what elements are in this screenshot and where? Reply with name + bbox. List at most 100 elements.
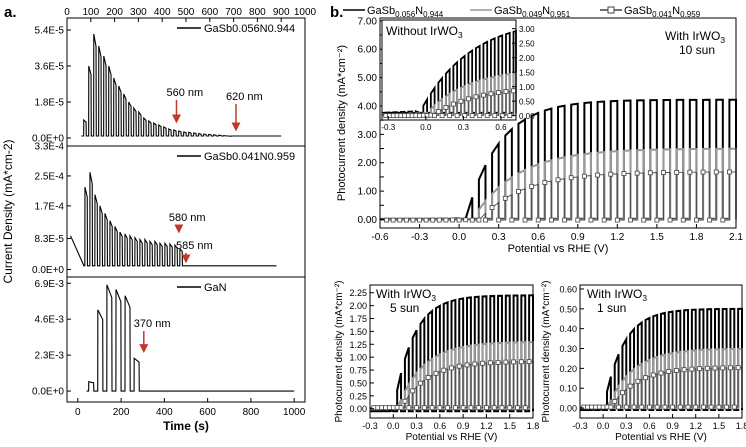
- y-tick-label: 2.25: [349, 288, 367, 298]
- data-marker: [700, 169, 706, 175]
- x-tick-label: 0.3: [410, 421, 423, 431]
- data-marker: [595, 172, 600, 178]
- data-marker: [469, 113, 475, 119]
- y-tick-label: 3.00: [519, 25, 535, 34]
- data-marker: [450, 101, 456, 107]
- y-tick-label: 8.3E-5: [35, 234, 65, 245]
- y-axis-label: Photocurrent density (mA*cm⁻²): [541, 281, 552, 423]
- x-tick-label: 600: [199, 407, 216, 418]
- data-marker: [712, 365, 718, 371]
- data-marker: [507, 405, 513, 411]
- x-tick-label: 0.0: [597, 421, 610, 431]
- y-tick-label: 1.00: [349, 353, 367, 363]
- data-marker: [423, 217, 429, 223]
- y-tick-label: 0.75: [349, 366, 367, 376]
- data-marker: [720, 217, 726, 223]
- data-marker: [635, 378, 641, 384]
- x-tick-label: 400: [156, 407, 173, 418]
- data-series-trace: [86, 284, 295, 392]
- data-marker: [581, 173, 587, 179]
- data-marker: [387, 405, 392, 410]
- x-tick-label: 1000: [283, 407, 306, 418]
- panel-b-inset-chart: -0.3 0.0 0.3 0.6 0.00 0.50 1.00 1.50 2.00 2.50 3.0…: [381, 19, 535, 132]
- x-tick-label: 0.3: [458, 123, 470, 132]
- data-marker: [588, 217, 594, 223]
- x-tick-label: 1.5: [650, 232, 664, 243]
- x-tick-label: 1.2: [480, 421, 493, 431]
- y-tick-label: 0.25: [349, 391, 367, 401]
- data-marker: [643, 375, 648, 381]
- data-marker: [458, 98, 464, 104]
- panel-label-b: b.: [330, 4, 343, 21]
- data-marker: [436, 217, 442, 223]
- y-tick-label: 0.00: [519, 112, 535, 121]
- data-marker: [502, 195, 508, 201]
- y-tick-label: 3.00: [358, 130, 378, 141]
- y-tick-label: 1.00: [358, 187, 378, 198]
- data-marker: [666, 369, 672, 374]
- y-tick-label: 1.50: [349, 327, 367, 337]
- data-series-trace: [81, 33, 282, 137]
- y-tick-label: 1.7E-4: [35, 201, 65, 212]
- data-marker: [641, 217, 647, 223]
- data-marker: [437, 405, 443, 411]
- data-marker: [496, 217, 502, 223]
- panel-b-1sun-chart: -0.3 0.0 0.3 0.6 0.9 1.2 1.5 1.8 0.00 0.10 0.20 0.3…: [541, 281, 746, 444]
- data-marker: [390, 405, 396, 411]
- x-tick-label: 1.8: [527, 421, 540, 431]
- data-marker: [499, 113, 505, 119]
- x-tick-label-top: 700: [225, 7, 242, 18]
- y-tick-label: 5.00: [358, 73, 378, 84]
- data-marker: [432, 113, 437, 119]
- y-axis-label: Photocurrent density (mA*cm⁻²): [336, 45, 348, 201]
- legend-label: GaSb0.056N0.944: [204, 23, 295, 35]
- data-marker: [680, 217, 686, 223]
- y-tick-label: 3.3E-4: [35, 142, 65, 153]
- data-marker: [511, 88, 516, 94]
- data-marker: [450, 217, 455, 223]
- data-series-GaSb0.049N0.951: [580, 347, 743, 410]
- data-series-GaSb0.056N0.944: [580, 307, 743, 412]
- data-marker: [441, 367, 447, 373]
- y-tick-label: 6.9E-3: [35, 279, 65, 290]
- y-axis-label: Current Density (mA*cm-2): [1, 139, 15, 283]
- data-marker: [473, 94, 479, 100]
- data-marker: [410, 217, 416, 223]
- y-tick-label: 2.5E-4: [35, 171, 65, 182]
- data-marker: [466, 96, 471, 102]
- x-tick-label-top: 200: [106, 7, 123, 18]
- y-tick-label: 0.20: [559, 364, 577, 374]
- data-marker: [555, 177, 561, 183]
- plot-frame: [369, 284, 534, 419]
- y-tick-label: 0.60: [559, 284, 577, 294]
- legend-label: GaSb0.049N0.951: [494, 5, 571, 19]
- data-marker: [667, 217, 673, 223]
- y-tick-label: 0.50: [559, 304, 577, 314]
- data-marker: [596, 404, 602, 410]
- data-marker: [704, 365, 710, 371]
- data-marker: [518, 359, 524, 365]
- data-marker: [476, 217, 482, 223]
- y-tick-label: 1.75: [349, 314, 367, 324]
- x-tick-label: -0.3: [381, 123, 395, 132]
- y-tick-label: 0.50: [349, 378, 367, 388]
- data-marker: [600, 404, 606, 410]
- annotation-label: 585 nm: [176, 240, 213, 252]
- data-marker: [575, 217, 581, 223]
- data-marker: [634, 170, 640, 176]
- x-axis-label: Potential vs RHE (V): [508, 243, 609, 255]
- data-marker: [480, 360, 485, 366]
- data-marker: [674, 169, 680, 175]
- data-marker: [681, 367, 687, 373]
- x-tick-label: 1.8: [689, 232, 703, 243]
- x-tick-label: -0.3: [411, 232, 429, 243]
- data-marker: [410, 388, 416, 394]
- data-marker: [621, 171, 627, 176]
- data-marker: [495, 359, 501, 365]
- data-marker: [549, 217, 554, 223]
- data-marker: [716, 404, 722, 410]
- data-marker: [403, 217, 409, 223]
- x-tick-label: 0.3: [620, 421, 633, 431]
- y-tick-label: 0.0E+0: [32, 134, 64, 145]
